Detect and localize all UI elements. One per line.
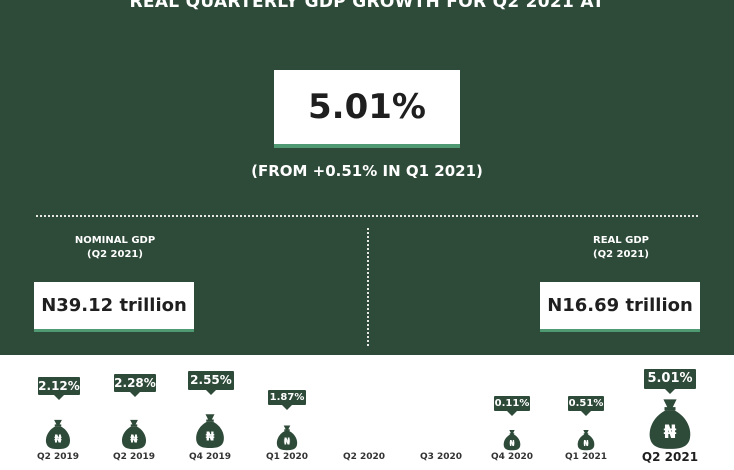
svg-text:₦: ₦	[54, 433, 62, 446]
growth-badge: 2.55%	[188, 371, 234, 395]
money-bag-icon: ₦	[648, 395, 692, 450]
quarter-label: Q2 2019	[36, 452, 80, 462]
growth-badge: 0.11%	[494, 396, 530, 416]
nominal-gdp-box: N39.12 trillion	[34, 282, 194, 332]
growth-badge: 2.28%	[114, 374, 156, 397]
quarter-label: Q4 2019	[188, 452, 232, 462]
real-gdp-value: N16.69 trillion	[547, 295, 693, 316]
svg-text:₦: ₦	[284, 437, 291, 448]
nominal-gdp-title: NOMINAL GDP	[74, 235, 156, 246]
real-gdp-title: REAL GDP	[593, 235, 649, 246]
real-gdp-period: (Q2 2021)	[593, 249, 649, 260]
money-bag-icon: ₦	[276, 423, 298, 451]
quarter-label: Q2 2019	[112, 452, 156, 462]
money-bag-icon: ₦	[195, 411, 225, 449]
headline: REAL QUARTERLY GDP GROWTH FOR Q2 2021 AT	[129, 0, 605, 12]
real-gdp-label: REAL GDP (Q2 2021)	[566, 234, 676, 262]
hero-panel: REAL QUARTERLY GDP GROWTH FOR Q2 2021 AT…	[0, 0, 734, 355]
nominal-gdp-label: NOMINAL GDP (Q2 2021)	[60, 234, 170, 262]
divider-vertical	[367, 228, 369, 346]
growth-badge: 1.87%	[268, 390, 306, 410]
divider-horizontal	[36, 215, 698, 217]
money-bag-icon: ₦	[45, 417, 71, 450]
svg-text:₦: ₦	[206, 430, 215, 445]
quarter-label: Q1 2021	[564, 452, 608, 462]
growth-badge: 5.01%	[644, 369, 696, 394]
growth-value-box: 5.01%	[274, 70, 460, 148]
quarter-label: Q2 2020	[342, 452, 386, 462]
svg-text:₦: ₦	[509, 439, 515, 448]
svg-text:₦: ₦	[663, 422, 676, 443]
money-bag-icon: ₦	[121, 417, 147, 450]
svg-text:₦: ₦	[583, 439, 589, 448]
quarter-label: Q3 2020	[419, 452, 463, 462]
growth-badge: 2.12%	[38, 377, 80, 400]
money-bag-icon: ₦	[503, 428, 521, 451]
from-text: (FROM +0.51% IN Q1 2021)	[251, 162, 483, 180]
quarter-label: Q2 2021	[641, 450, 699, 464]
nominal-gdp-period: (Q2 2021)	[87, 249, 143, 260]
nominal-gdp-value: N39.12 trillion	[41, 295, 187, 316]
quarter-label: Q1 2020	[265, 452, 309, 462]
real-gdp-box: N16.69 trillion	[540, 282, 700, 332]
quarter-timeline: 2.12% ₦ Q2 2019 2.28% ₦ Q2 2019 2.55% ₦ Q4 2019 1…	[0, 355, 734, 470]
growth-badge: 0.51%	[568, 396, 604, 416]
quarter-label: Q4 2020	[490, 452, 534, 462]
growth-value: 5.01%	[308, 87, 426, 127]
svg-text:₦: ₦	[130, 433, 138, 446]
money-bag-icon: ₦	[577, 428, 595, 451]
